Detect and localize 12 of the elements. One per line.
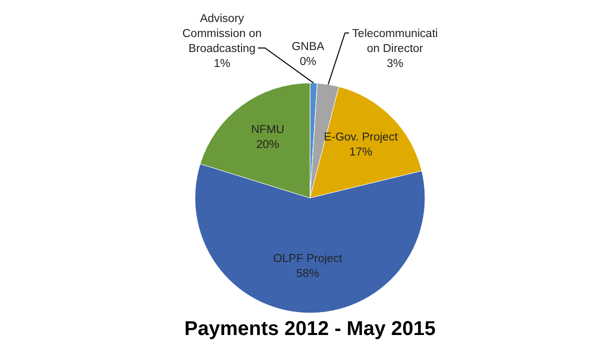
- slice-label: Advisory Commission on Broadcasting: [182, 13, 262, 55]
- data-label: 20%: [256, 139, 280, 152]
- data-label: 1%: [214, 58, 230, 70]
- data-label: 3%: [386, 58, 404, 70]
- data-label: 17%: [349, 146, 372, 158]
- slice-label: OLPF Project: [273, 252, 344, 265]
- data-label: 58%: [296, 268, 320, 280]
- text: Payments 2012 - May 2015: [184, 318, 436, 340]
- slice-label: NFMU: [251, 124, 284, 136]
- slice-label: Telecommunication Director: [352, 28, 438, 55]
- text: 0%: [300, 56, 316, 68]
- category-label: GNBA: [292, 41, 324, 53]
